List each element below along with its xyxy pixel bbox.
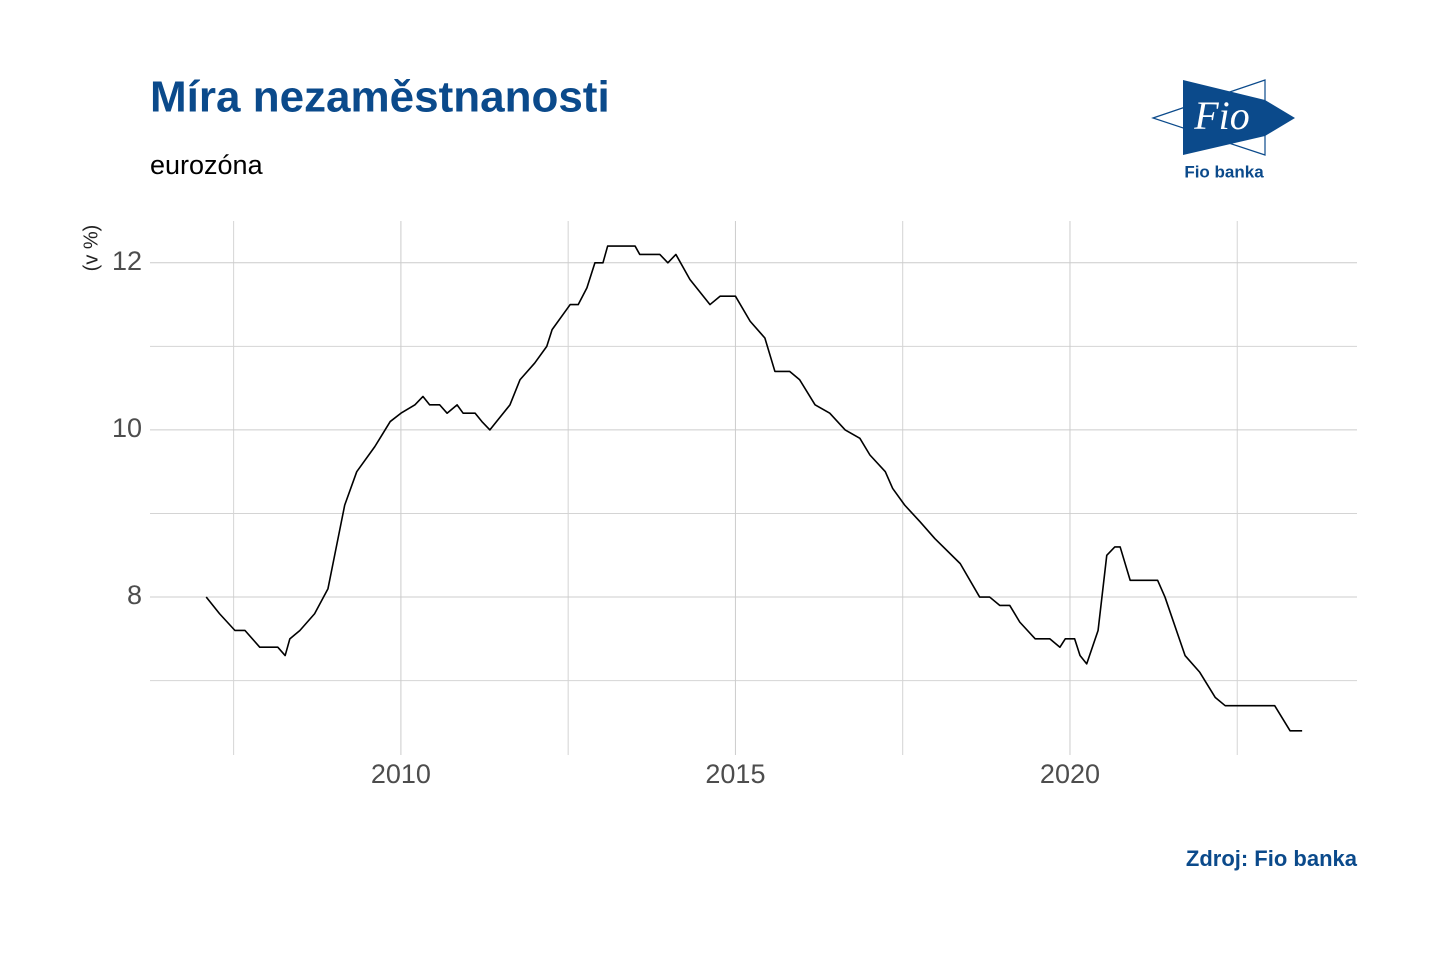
- x-tick-label: 2010: [371, 759, 431, 789]
- grid: [150, 221, 1357, 755]
- x-tick-label: 2015: [705, 759, 765, 789]
- source: Zdroj: Fio banka: [1186, 846, 1358, 871]
- y-axis-label: (v %): [80, 225, 102, 272]
- chart-title: Míra nezaměstnanosti: [150, 73, 610, 122]
- y-tick-label: 8: [127, 580, 142, 610]
- logo-flag: [1183, 80, 1295, 155]
- x-tick-label: 2020: [1040, 759, 1100, 789]
- logo-name: Fio banka: [1184, 162, 1264, 181]
- y-tick-label: 12: [112, 246, 142, 276]
- y-tick-label: 10: [112, 413, 142, 443]
- line: [205, 245, 1303, 732]
- logo-mark: Fio: [1193, 93, 1250, 138]
- logo: Fio Fio banka: [1151, 79, 1295, 181]
- chart-subtitle: eurozóna: [150, 150, 264, 180]
